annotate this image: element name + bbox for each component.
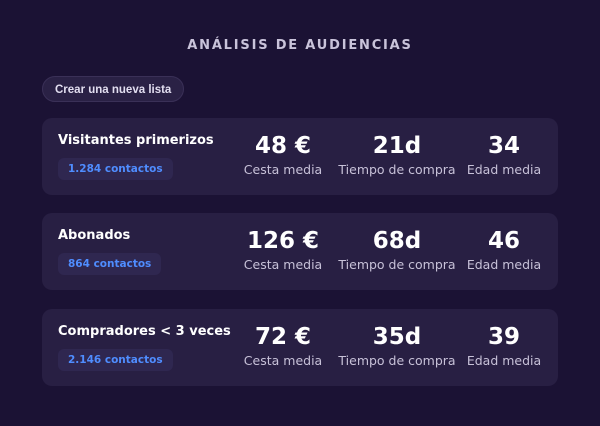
- create-list-button[interactable]: Crear una nueva lista: [42, 76, 185, 102]
- metric-value: 68d: [372, 228, 422, 254]
- metric-value: 48 €: [254, 133, 312, 159]
- metric-label: Tiempo de compra: [338, 162, 456, 177]
- audience-card[interactable]: Compradores < 3 veces 2.146 contactos 72…: [42, 309, 558, 386]
- audience-card[interactable]: Visitantes primerizos 1.284 contactos 48…: [42, 118, 558, 195]
- metric-basket: 126 € Cesta media: [218, 227, 348, 273]
- page-title: ANÁLISIS DE AUDIENCIAS: [187, 38, 413, 53]
- metric-purchase-time: 35d Tiempo de compra: [332, 323, 462, 369]
- metric-label: Edad media: [466, 162, 542, 177]
- metric-label: Cesta media: [243, 257, 323, 272]
- contacts-badge: 1.284 contactos: [58, 158, 173, 180]
- audience-card[interactable]: Abonados 864 contactos 126 € Cesta media…: [42, 213, 558, 290]
- metric-age: 39 Edad media: [439, 323, 569, 369]
- metric-age: 34 Edad media: [439, 132, 569, 178]
- metric-label: Edad media: [466, 353, 542, 368]
- metric-value: 34: [487, 133, 520, 159]
- audience-name: Compradores < 3 veces: [58, 324, 231, 339]
- metric-value: 39: [487, 324, 520, 350]
- contacts-badge: 2.146 contactos: [58, 349, 173, 371]
- metric-purchase-time: 68d Tiempo de compra: [332, 227, 462, 273]
- metric-label: Cesta media: [243, 353, 323, 368]
- metric-basket: 72 € Cesta media: [218, 323, 348, 369]
- metric-value: 46: [487, 228, 520, 254]
- contacts-badge: 864 contactos: [58, 253, 162, 275]
- audience-name: Visitantes primerizos: [58, 133, 214, 148]
- metric-label: Tiempo de compra: [338, 353, 456, 368]
- metric-age: 46 Edad media: [439, 227, 569, 273]
- metric-value: 21d: [372, 133, 422, 159]
- metric-label: Edad media: [466, 257, 542, 272]
- audience-name: Abonados: [58, 228, 131, 243]
- metric-label: Tiempo de compra: [338, 257, 456, 272]
- metric-value: 126 €: [246, 228, 320, 254]
- metric-value: 72 €: [254, 324, 312, 350]
- metric-label: Cesta media: [243, 162, 323, 177]
- metric-basket: 48 € Cesta media: [218, 132, 348, 178]
- metric-purchase-time: 21d Tiempo de compra: [332, 132, 462, 178]
- metric-value: 35d: [372, 324, 422, 350]
